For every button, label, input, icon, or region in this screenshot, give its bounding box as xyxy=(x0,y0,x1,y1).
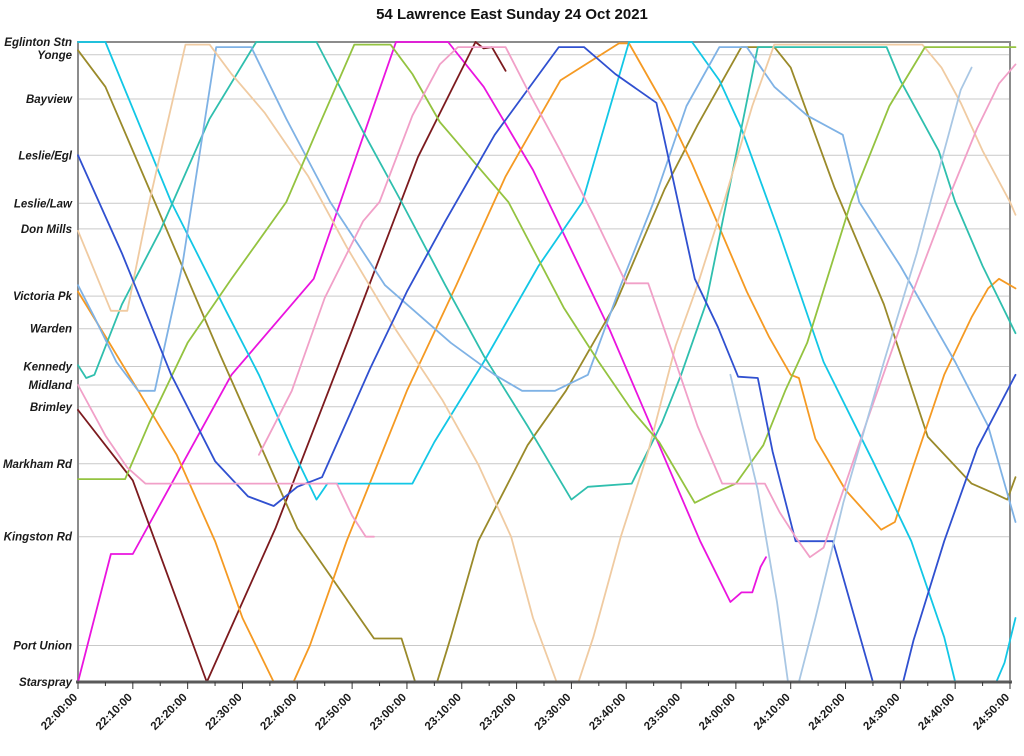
x-tick-label: 22:30:00 xyxy=(204,692,245,733)
run-cyan xyxy=(77,41,1017,683)
station-label: Yonge xyxy=(37,50,72,62)
run-pink-b xyxy=(257,46,1017,559)
run-magenta xyxy=(77,41,767,683)
x-tick-label: 22:10:00 xyxy=(94,692,135,733)
x-tick-label: 24:30:00 xyxy=(861,692,902,733)
station-label: Kennedy xyxy=(23,361,72,373)
station-label: Markham Rd xyxy=(3,459,73,471)
x-tick-label: 23:40:00 xyxy=(587,692,628,733)
run-lightblue xyxy=(77,46,1017,523)
station-label: Don Mills xyxy=(21,224,72,236)
x-tick-label: 23:10:00 xyxy=(423,692,464,733)
run-olive xyxy=(77,46,1017,683)
station-label: Kingston Rd xyxy=(4,532,73,544)
run-green xyxy=(77,43,1017,504)
x-tick-label: 22:50:00 xyxy=(313,692,354,733)
run-steelblue xyxy=(729,66,973,683)
x-tick-label: 23:30:00 xyxy=(532,692,573,733)
x-tick-label: 23:50:00 xyxy=(642,692,683,733)
station-label: Eglinton Stn xyxy=(4,37,72,49)
x-tick-label: 23:20:00 xyxy=(478,692,519,733)
x-tick-label: 24:50:00 xyxy=(971,692,1012,733)
station-label: Brimley xyxy=(30,402,73,414)
x-tick-label: 22:20:00 xyxy=(149,692,190,733)
x-tick-label: 24:20:00 xyxy=(807,692,848,733)
station-label: Victoria Pk xyxy=(13,291,73,303)
run-maroon xyxy=(77,41,507,683)
station-label: Warden xyxy=(30,324,72,336)
run-pink-a xyxy=(77,384,375,538)
x-tick-label: 24:40:00 xyxy=(916,692,957,733)
station-label: Leslie/Law xyxy=(14,198,73,210)
x-tick-label: 24:00:00 xyxy=(697,692,738,733)
station-label: Starspray xyxy=(19,677,73,689)
run-orange xyxy=(77,42,1017,683)
run-teal xyxy=(77,41,1017,501)
x-tick-label: 23:00:00 xyxy=(368,692,409,733)
chart-title: 54 Lawrence East Sunday 24 Oct 2021 xyxy=(376,6,648,23)
x-tick-label: 22:40:00 xyxy=(258,692,299,733)
x-tick-label: 24:10:00 xyxy=(752,692,793,733)
station-label: Midland xyxy=(29,380,73,392)
station-label: Bayview xyxy=(26,94,73,106)
station-label: Leslie/Egl xyxy=(18,150,72,162)
plot-frame xyxy=(77,41,1011,683)
station-label: Port Union xyxy=(13,641,72,653)
x-tick-label: 22:00:00 xyxy=(39,692,80,733)
